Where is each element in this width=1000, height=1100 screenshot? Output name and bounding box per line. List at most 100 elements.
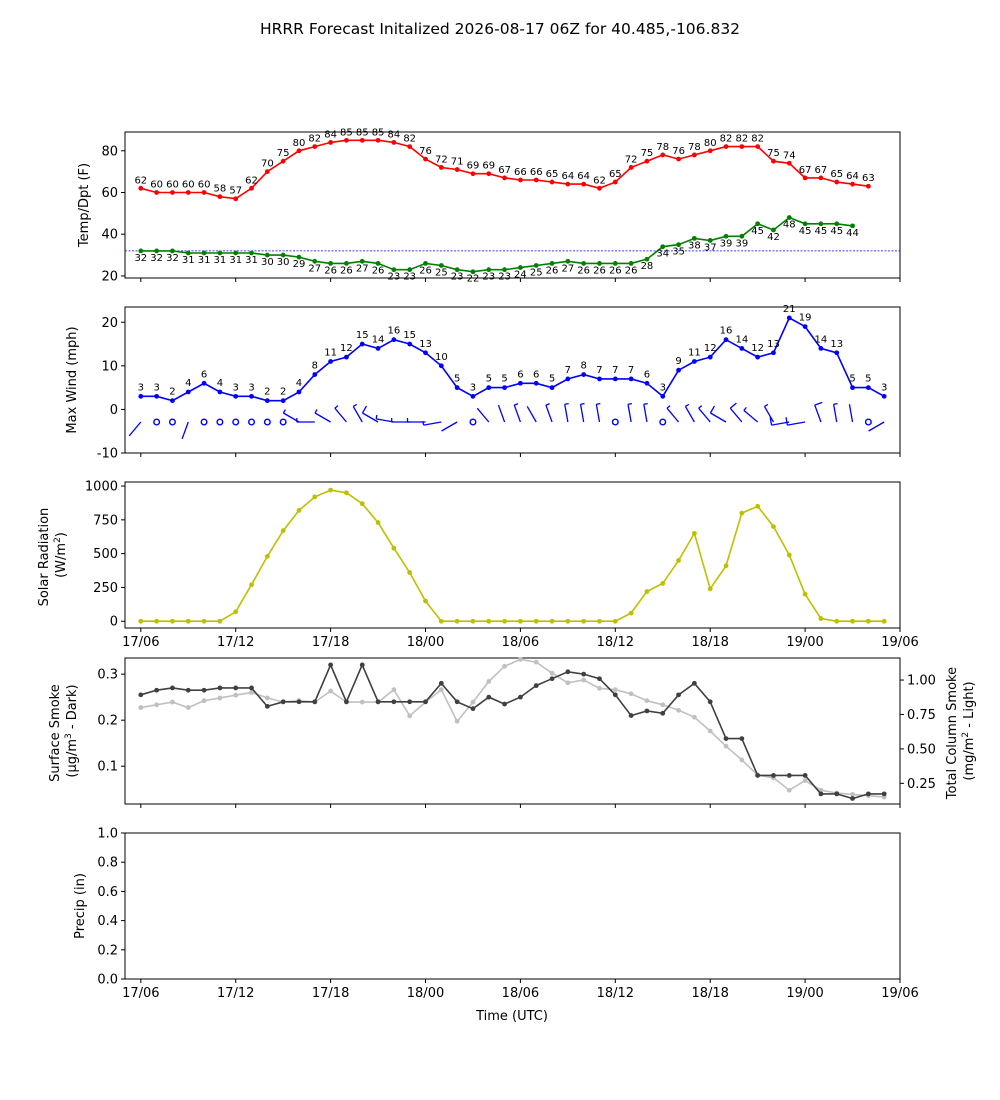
y-tick-label: 20 [101,316,118,331]
dewpoint-point [755,221,761,227]
temperature-data-label: 82 [403,134,416,145]
dewpoint-point [328,261,334,266]
solar-radiation-point [881,618,887,624]
wind-barb [128,421,142,437]
max-wind-data-label: 4 [217,378,223,389]
solar-radiation-point [771,524,776,530]
x-tick-label: 17/18 [312,635,349,650]
column-smoke-point [170,699,175,705]
temperature-data-label: 66 [530,167,543,178]
surface-smoke-point [581,671,587,677]
calm-wind-barb [659,418,667,426]
solar-radiation-point [850,618,855,624]
solar-radiation-point [328,487,334,493]
temperature-point [597,185,602,191]
max-wind-data-label: 4 [296,378,302,389]
max-wind-point [423,350,428,356]
smoke-axes-frame [124,657,901,805]
wind-barb [698,405,711,423]
temperature-data-label: 67 [799,165,812,176]
temperature-data-label: 63 [862,173,875,184]
wind-barb [296,418,315,423]
temperature-point [549,179,555,185]
surface-smoke-point [359,662,365,668]
max-wind-point [533,380,539,386]
solar-radiation-point [170,618,175,624]
column-smoke-point [565,680,571,686]
surface-smoke-point [502,701,507,707]
max-wind-data-label: 7 [612,365,618,376]
solar-radiation-point [391,545,397,551]
temperature-point [628,165,634,170]
surface-smoke-point [676,692,681,698]
surface-smoke-point [518,694,523,700]
solar-ylabel: Solar Radiation (W/m2) [37,504,69,607]
solar-radiation-point [454,618,460,624]
temperature-data-label: 65 [609,169,622,180]
surface-smoke-point [739,736,745,741]
column-smoke-point [581,677,587,683]
surface-smoke-point [771,773,776,778]
dewpoint-data-label: 22 [467,274,480,285]
max-wind-data-label: 8 [580,361,586,372]
temperature-data-label: 58 [214,184,227,195]
dewpoint-data-label: 27 [308,263,321,274]
column-smoke-point [249,690,254,695]
dewpoint-data-label: 35 [672,247,685,258]
dewpoint-point [518,265,523,270]
max-wind-point [802,324,808,330]
max-wind-point [834,350,840,356]
temperature-data-label: 85 [340,127,353,138]
y-tick-label: -10 [97,447,118,462]
wind-barb [441,421,458,432]
wind-barb [579,402,585,423]
surface-smoke-point [628,713,634,718]
column-smoke-point [628,691,634,697]
temperature-point [154,190,160,195]
temperature-data-label: 71 [451,157,464,168]
surface-smoke-point [786,773,792,778]
smoke-plot-area [138,656,887,801]
y-tick-label: 0.4 [97,914,118,929]
x-tick-label: 19/00 [786,986,823,1001]
temperature-data-label: 82 [751,134,764,145]
dewpoint-point [154,248,160,254]
max-wind-data-label: 4 [185,378,191,389]
x-tick-label: 18/06 [502,986,539,1001]
column-smoke-point [850,791,855,797]
temperature-data-label: 60 [198,179,211,190]
temperature-data-label: 60 [150,179,163,190]
calm-wind-barb [469,418,477,426]
max-wind-data-label: 6 [533,369,539,380]
max-wind-data-label: 11 [688,347,701,358]
panel-solar: Solar Radiation (W/m2) 0 250 500 750 1000 17/… [37,480,919,650]
temperature-data-label: 72 [435,154,448,165]
surface-smoke-point [454,699,460,705]
dewpoint-point [407,267,413,273]
dewpoint-point [818,221,824,227]
surface-smoke-point [818,791,824,797]
wind-barb [391,418,410,423]
temperature-point [660,152,666,158]
dewpoint-point [786,215,792,220]
temperature-data-label: 62 [593,175,606,186]
dewpoint-data-label: 31 [229,255,242,266]
dewpoint-point [280,252,286,258]
wind-barb [361,405,379,423]
dewpoint-point [723,233,729,239]
temperature-point [312,144,318,150]
max-wind-point [375,346,381,351]
max-wind-data-label: 2 [280,387,286,398]
temperature-data-label: 85 [372,127,385,138]
solar-radiation-point [581,618,587,624]
x-tick-label: 18/00 [407,635,444,650]
max-wind-data-label: 3 [470,382,476,393]
wind-barb [627,402,633,423]
dewpoint-data-label: 23 [498,272,511,283]
column-smoke-point [644,698,650,704]
dewpoint-point [533,263,539,268]
solar-radiation-point [549,618,555,624]
solar-radiation-point [407,570,413,575]
y-tick-label: 0 [110,615,118,630]
